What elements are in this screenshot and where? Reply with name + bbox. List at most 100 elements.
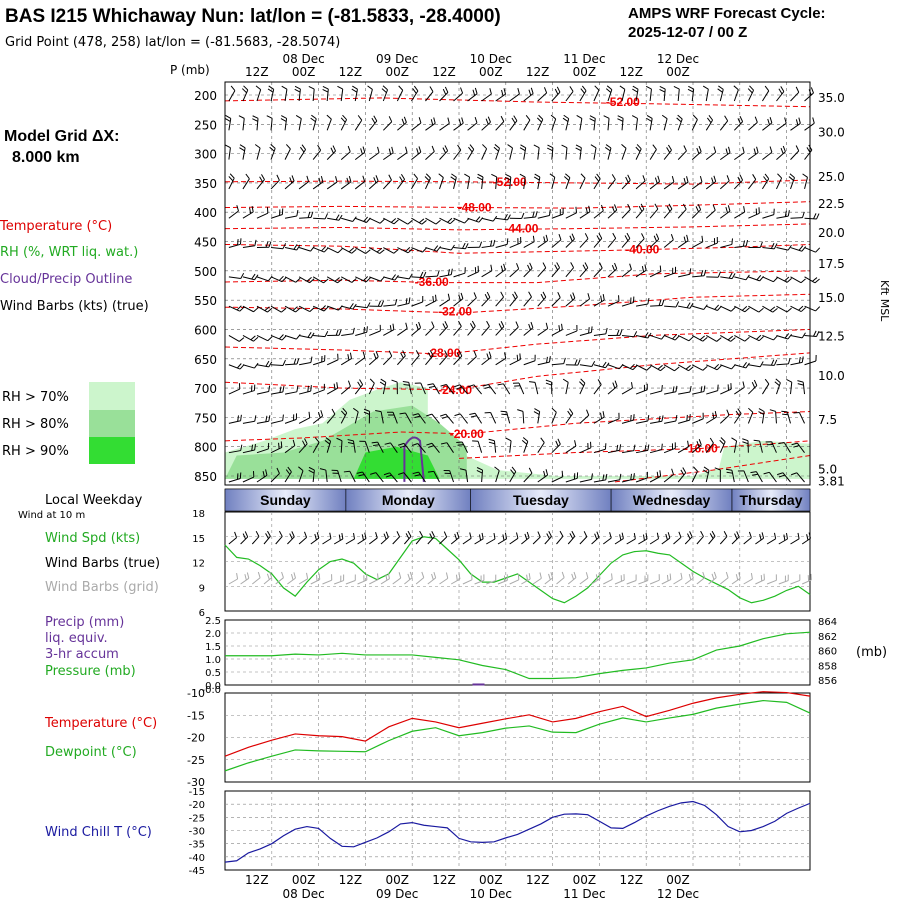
weekday-label: Monday: [382, 492, 435, 508]
wind-barb-feather: [689, 268, 692, 275]
wind-barb-staff: [551, 118, 557, 131]
wind-barb-staff: [392, 412, 398, 424]
wind-barb-feather: [482, 144, 487, 150]
wind-barb-feather: [254, 274, 259, 280]
wind-barb-staff: [389, 472, 398, 483]
wind-barb-staff: [397, 152, 408, 161]
wind-barb-staff: [649, 149, 657, 160]
wind-barb-feather: [388, 116, 393, 122]
wind-barb-staff: [327, 217, 340, 221]
wind-barb-staff: [607, 300, 620, 307]
wind-barb-feather: [464, 218, 470, 224]
wind-barb-feather: [701, 235, 704, 242]
wind-barb-feather: [714, 363, 720, 369]
wind-barb-staff: [228, 450, 241, 454]
wind-barb-staff: [551, 91, 561, 102]
wind-barb-feather: [352, 216, 357, 222]
wind-barb-staff: [404, 536, 412, 545]
wind-barb-feather: [787, 333, 793, 340]
wind-barb-feather: [786, 277, 792, 283]
wind-barb-feather: [293, 244, 298, 250]
rh70-label: RH > 70%: [2, 390, 69, 405]
wind-barb-staff: [755, 537, 764, 545]
wind-barb-staff: [691, 241, 703, 248]
wind-barb-feather: [391, 379, 398, 383]
wind-barb-staff: [720, 335, 731, 342]
wind-barb-feather: [693, 466, 698, 472]
wind-barb-staff: [762, 276, 774, 283]
wind-speed-tick: 15: [192, 534, 205, 545]
wind-barb-feather: [268, 415, 271, 422]
wind-barb-staff: [556, 536, 564, 545]
wind-barb-feather: [444, 86, 449, 93]
wind-barb-feather: [375, 350, 379, 357]
wind-barb-staff: [521, 578, 531, 585]
wind-barb-feather: [585, 572, 589, 579]
wind-barb-staff: [523, 147, 527, 160]
wind-barb-feather: [627, 203, 631, 210]
wind-barb-feather: [538, 114, 544, 120]
wind-barb-feather: [713, 175, 717, 182]
wind-barb-feather: [700, 386, 703, 393]
wind-barb-feather: [569, 533, 574, 539]
wind-barb-feather: [268, 85, 274, 90]
wind-barb-feather: [500, 321, 505, 327]
wind-barb-feather: [816, 330, 820, 337]
wind-barb-feather: [323, 247, 329, 253]
wind-barb-feather: [254, 362, 259, 369]
wind-barb-staff: [677, 150, 687, 160]
wind-barb-staff: [523, 267, 533, 278]
wind-barb-staff: [621, 387, 633, 395]
wind-barb-staff: [673, 536, 682, 545]
wind-barb-feather: [550, 114, 556, 120]
wind-barb-feather: [559, 530, 564, 537]
wind-barb-staff: [425, 91, 434, 102]
wind-barb-staff: [453, 247, 466, 250]
wind-barb-staff: [804, 92, 814, 102]
wind-barb-feather: [539, 572, 542, 579]
wind-barb-feather: [640, 203, 645, 210]
top-date-label: 08 Dec: [282, 52, 324, 66]
wind-barb-feather: [747, 88, 753, 94]
wind-barb-staff: [383, 247, 395, 254]
wind-barb-feather: [739, 174, 744, 181]
wind-barb-staff: [439, 92, 449, 102]
wind-barb-feather: [702, 85, 709, 90]
wind-barb-feather: [418, 117, 422, 124]
wind-barb-feather: [450, 244, 455, 251]
wind-barb-feather: [542, 291, 547, 298]
wind-barb-staff: [537, 474, 548, 483]
wind-barb-feather: [574, 359, 578, 366]
wind-barb-staff: [467, 356, 477, 366]
wind-barb-feather: [787, 358, 791, 365]
wind-barb-staff: [537, 92, 547, 102]
wind-barb-staff: [556, 577, 565, 585]
wind-barb-feather: [647, 332, 652, 339]
wind-barb-feather: [360, 148, 363, 155]
wind-barb-staff: [228, 335, 240, 342]
wind-barb-feather: [311, 114, 317, 120]
wind-barb-staff: [565, 118, 570, 131]
wind-barb-staff: [453, 177, 457, 190]
wind-barb-feather: [363, 276, 369, 282]
wind-barb-feather: [266, 115, 273, 119]
wind-barb-staff: [313, 334, 326, 338]
wind-barb-staff: [481, 356, 492, 366]
wind-barb-staff: [747, 89, 755, 102]
wind-barb-staff: [298, 578, 308, 585]
wind-barb-feather: [338, 329, 342, 336]
wind-barb-staff: [762, 334, 774, 341]
wind-barb-staff: [284, 445, 296, 454]
wind-barb-feather: [571, 573, 575, 580]
wind-barb-feather: [670, 234, 674, 241]
wind-barb-feather: [282, 414, 284, 421]
wind-barb-feather: [375, 532, 378, 539]
weekday-label: Tuesday: [513, 492, 569, 508]
wind-barb-staff: [579, 298, 590, 307]
wind-barb-feather: [455, 574, 458, 581]
wind-barb-feather: [444, 145, 449, 152]
wind-barb-staff: [453, 326, 462, 336]
wind-barb-feather: [594, 176, 600, 182]
wind-barb-feather: [400, 173, 406, 180]
wind-barb-staff: [354, 181, 365, 190]
